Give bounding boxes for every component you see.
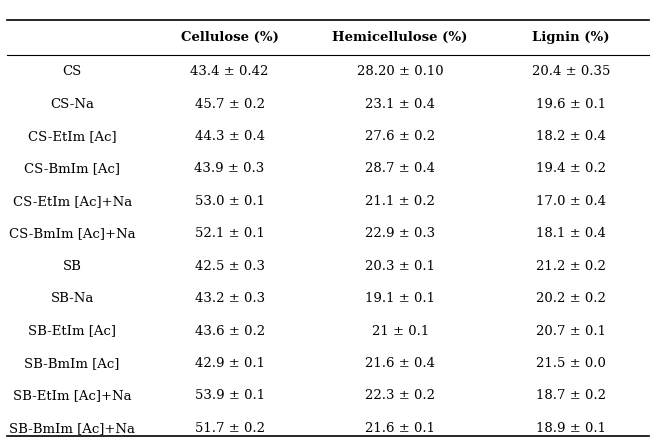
Text: 17.0 ± 0.4: 17.0 ± 0.4 xyxy=(536,195,605,208)
Text: SB-BmIm [Ac]+Na: SB-BmIm [Ac]+Na xyxy=(9,422,135,435)
Text: SB: SB xyxy=(63,260,81,273)
Text: 20.3 ± 0.1: 20.3 ± 0.1 xyxy=(365,260,435,273)
Text: CS-EtIm [Ac]: CS-EtIm [Ac] xyxy=(28,130,117,143)
Text: 44.3 ± 0.4: 44.3 ± 0.4 xyxy=(195,130,264,143)
Text: 51.7 ± 0.2: 51.7 ± 0.2 xyxy=(195,422,264,435)
Text: CS-BmIm [Ac]+Na: CS-BmIm [Ac]+Na xyxy=(9,227,136,240)
Text: 45.7 ± 0.2: 45.7 ± 0.2 xyxy=(195,98,264,111)
Text: 21.6 ± 0.1: 21.6 ± 0.1 xyxy=(365,422,435,435)
Text: 20.7 ± 0.1: 20.7 ± 0.1 xyxy=(536,325,605,337)
Text: 27.6 ± 0.2: 27.6 ± 0.2 xyxy=(365,130,435,143)
Text: 23.1 ± 0.4: 23.1 ± 0.4 xyxy=(365,98,435,111)
Text: Hemicellulose (%): Hemicellulose (%) xyxy=(333,31,468,44)
Text: 21.1 ± 0.2: 21.1 ± 0.2 xyxy=(365,195,435,208)
Text: 21.5 ± 0.0: 21.5 ± 0.0 xyxy=(536,357,605,370)
Text: SB-BmIm [Ac]: SB-BmIm [Ac] xyxy=(24,357,120,370)
Text: 28.20 ± 0.10: 28.20 ± 0.10 xyxy=(357,65,443,78)
Text: 19.6 ± 0.1: 19.6 ± 0.1 xyxy=(536,98,605,111)
Text: 53.0 ± 0.1: 53.0 ± 0.1 xyxy=(195,195,264,208)
Text: 43.4 ± 0.42: 43.4 ± 0.42 xyxy=(190,65,269,78)
Text: 43.6 ± 0.2: 43.6 ± 0.2 xyxy=(195,325,264,337)
Text: 22.3 ± 0.2: 22.3 ± 0.2 xyxy=(365,389,435,402)
Text: Lignin (%): Lignin (%) xyxy=(532,31,609,44)
Text: 53.9 ± 0.1: 53.9 ± 0.1 xyxy=(195,389,264,402)
Text: CS-EtIm [Ac]+Na: CS-EtIm [Ac]+Na xyxy=(12,195,132,208)
Text: 42.9 ± 0.1: 42.9 ± 0.1 xyxy=(195,357,264,370)
Text: 18.2 ± 0.4: 18.2 ± 0.4 xyxy=(536,130,605,143)
Text: 20.4 ± 0.35: 20.4 ± 0.35 xyxy=(531,65,610,78)
Text: 18.9 ± 0.1: 18.9 ± 0.1 xyxy=(536,422,605,435)
Text: 42.5 ± 0.3: 42.5 ± 0.3 xyxy=(195,260,264,273)
Text: SB-Na: SB-Na xyxy=(51,292,94,305)
Text: 19.1 ± 0.1: 19.1 ± 0.1 xyxy=(365,292,435,305)
Text: 21.6 ± 0.4: 21.6 ± 0.4 xyxy=(365,357,435,370)
Text: 52.1 ± 0.1: 52.1 ± 0.1 xyxy=(195,227,264,240)
Text: 19.4 ± 0.2: 19.4 ± 0.2 xyxy=(536,163,605,175)
Text: 18.1 ± 0.4: 18.1 ± 0.4 xyxy=(536,227,605,240)
Text: 21.2 ± 0.2: 21.2 ± 0.2 xyxy=(536,260,605,273)
Text: CS: CS xyxy=(62,65,82,78)
Text: 43.2 ± 0.3: 43.2 ± 0.3 xyxy=(195,292,264,305)
Text: 22.9 ± 0.3: 22.9 ± 0.3 xyxy=(365,227,435,240)
Text: SB-EtIm [Ac]: SB-EtIm [Ac] xyxy=(28,325,116,337)
Text: SB-EtIm [Ac]+Na: SB-EtIm [Ac]+Na xyxy=(13,389,131,402)
Text: 28.7 ± 0.4: 28.7 ± 0.4 xyxy=(365,163,435,175)
Text: Cellulose (%): Cellulose (%) xyxy=(180,31,279,44)
Text: 21 ± 0.1: 21 ± 0.1 xyxy=(371,325,429,337)
Text: CS-BmIm [Ac]: CS-BmIm [Ac] xyxy=(24,163,120,175)
Text: 18.7 ± 0.2: 18.7 ± 0.2 xyxy=(536,389,605,402)
Text: CS-Na: CS-Na xyxy=(50,98,94,111)
Text: 20.2 ± 0.2: 20.2 ± 0.2 xyxy=(536,292,605,305)
Text: 43.9 ± 0.3: 43.9 ± 0.3 xyxy=(194,163,265,175)
